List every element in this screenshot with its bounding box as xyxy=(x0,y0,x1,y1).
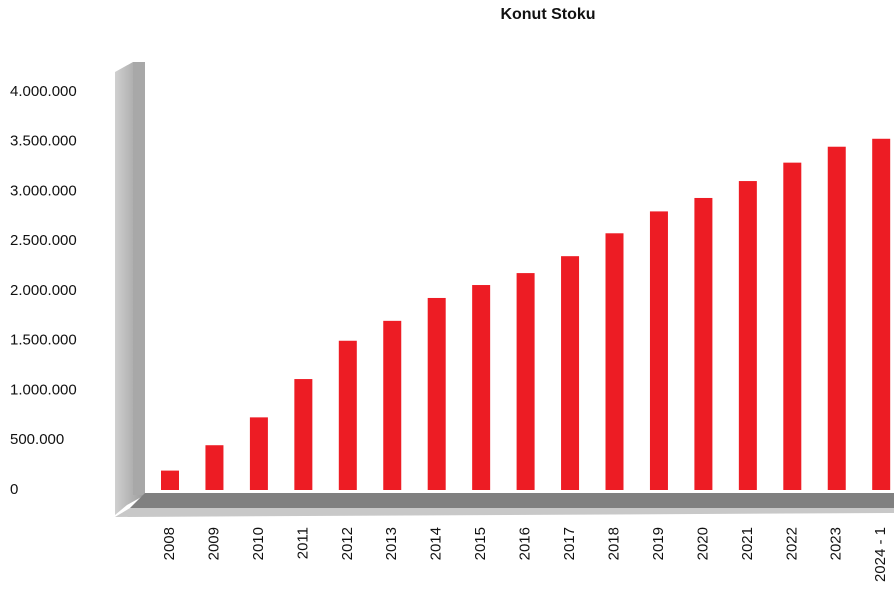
y-tick-label: 2.000.000 xyxy=(10,282,77,299)
y-tick-label: 4.000.000 xyxy=(10,83,77,100)
bar xyxy=(516,273,535,490)
bar xyxy=(872,138,891,490)
x-tick-label: 2011 xyxy=(294,527,311,559)
x-tick-label: 2008 xyxy=(161,527,178,560)
x-tick-label: 2019 xyxy=(650,527,667,560)
x-tick-label: 2020 xyxy=(694,527,711,560)
bar xyxy=(249,417,268,490)
bar xyxy=(427,297,446,490)
wall-side xyxy=(133,62,145,495)
bar xyxy=(205,445,224,490)
y-tick-label: 3.500.000 xyxy=(10,133,77,150)
bar xyxy=(561,256,580,490)
x-tick-label: 2009 xyxy=(205,527,222,560)
y-tick-label: 3.000.000 xyxy=(10,182,77,199)
bar xyxy=(783,162,802,490)
x-tick-label: 2018 xyxy=(605,527,622,560)
x-tick-label: 2022 xyxy=(783,527,800,560)
bar xyxy=(383,320,402,490)
x-tick-label: 2024 - 1 xyxy=(872,527,889,582)
x-tick-label: 2015 xyxy=(472,527,489,560)
y-tick-label: 1.500.000 xyxy=(10,332,77,349)
x-tick-label: 2013 xyxy=(383,527,400,560)
bar xyxy=(694,197,713,490)
bar xyxy=(161,470,179,490)
x-tick-label: 2016 xyxy=(517,527,534,560)
y-tick-label: 0 xyxy=(10,481,18,498)
y-tick-label: 1.000.000 xyxy=(10,381,77,398)
x-tick-label: 2010 xyxy=(250,527,267,560)
x-tick-label: 2012 xyxy=(339,527,356,560)
bar xyxy=(338,340,357,490)
x-tick-label: 2023 xyxy=(828,527,845,560)
y-tick-label: 500.000 xyxy=(10,431,64,448)
y-tick-label: 2.500.000 xyxy=(10,232,77,249)
bar xyxy=(738,181,757,491)
bar xyxy=(472,285,491,490)
floor-edge xyxy=(115,508,894,517)
floor xyxy=(130,493,894,508)
x-tick-label: 2021 xyxy=(739,527,756,560)
bar xyxy=(827,146,846,490)
bar xyxy=(294,379,313,490)
x-tick-label: 2014 xyxy=(428,527,445,560)
x-tick-label: 2017 xyxy=(561,527,578,560)
bar xyxy=(649,211,668,490)
chart-title: Konut Stoku xyxy=(500,6,595,23)
bar xyxy=(605,233,624,491)
